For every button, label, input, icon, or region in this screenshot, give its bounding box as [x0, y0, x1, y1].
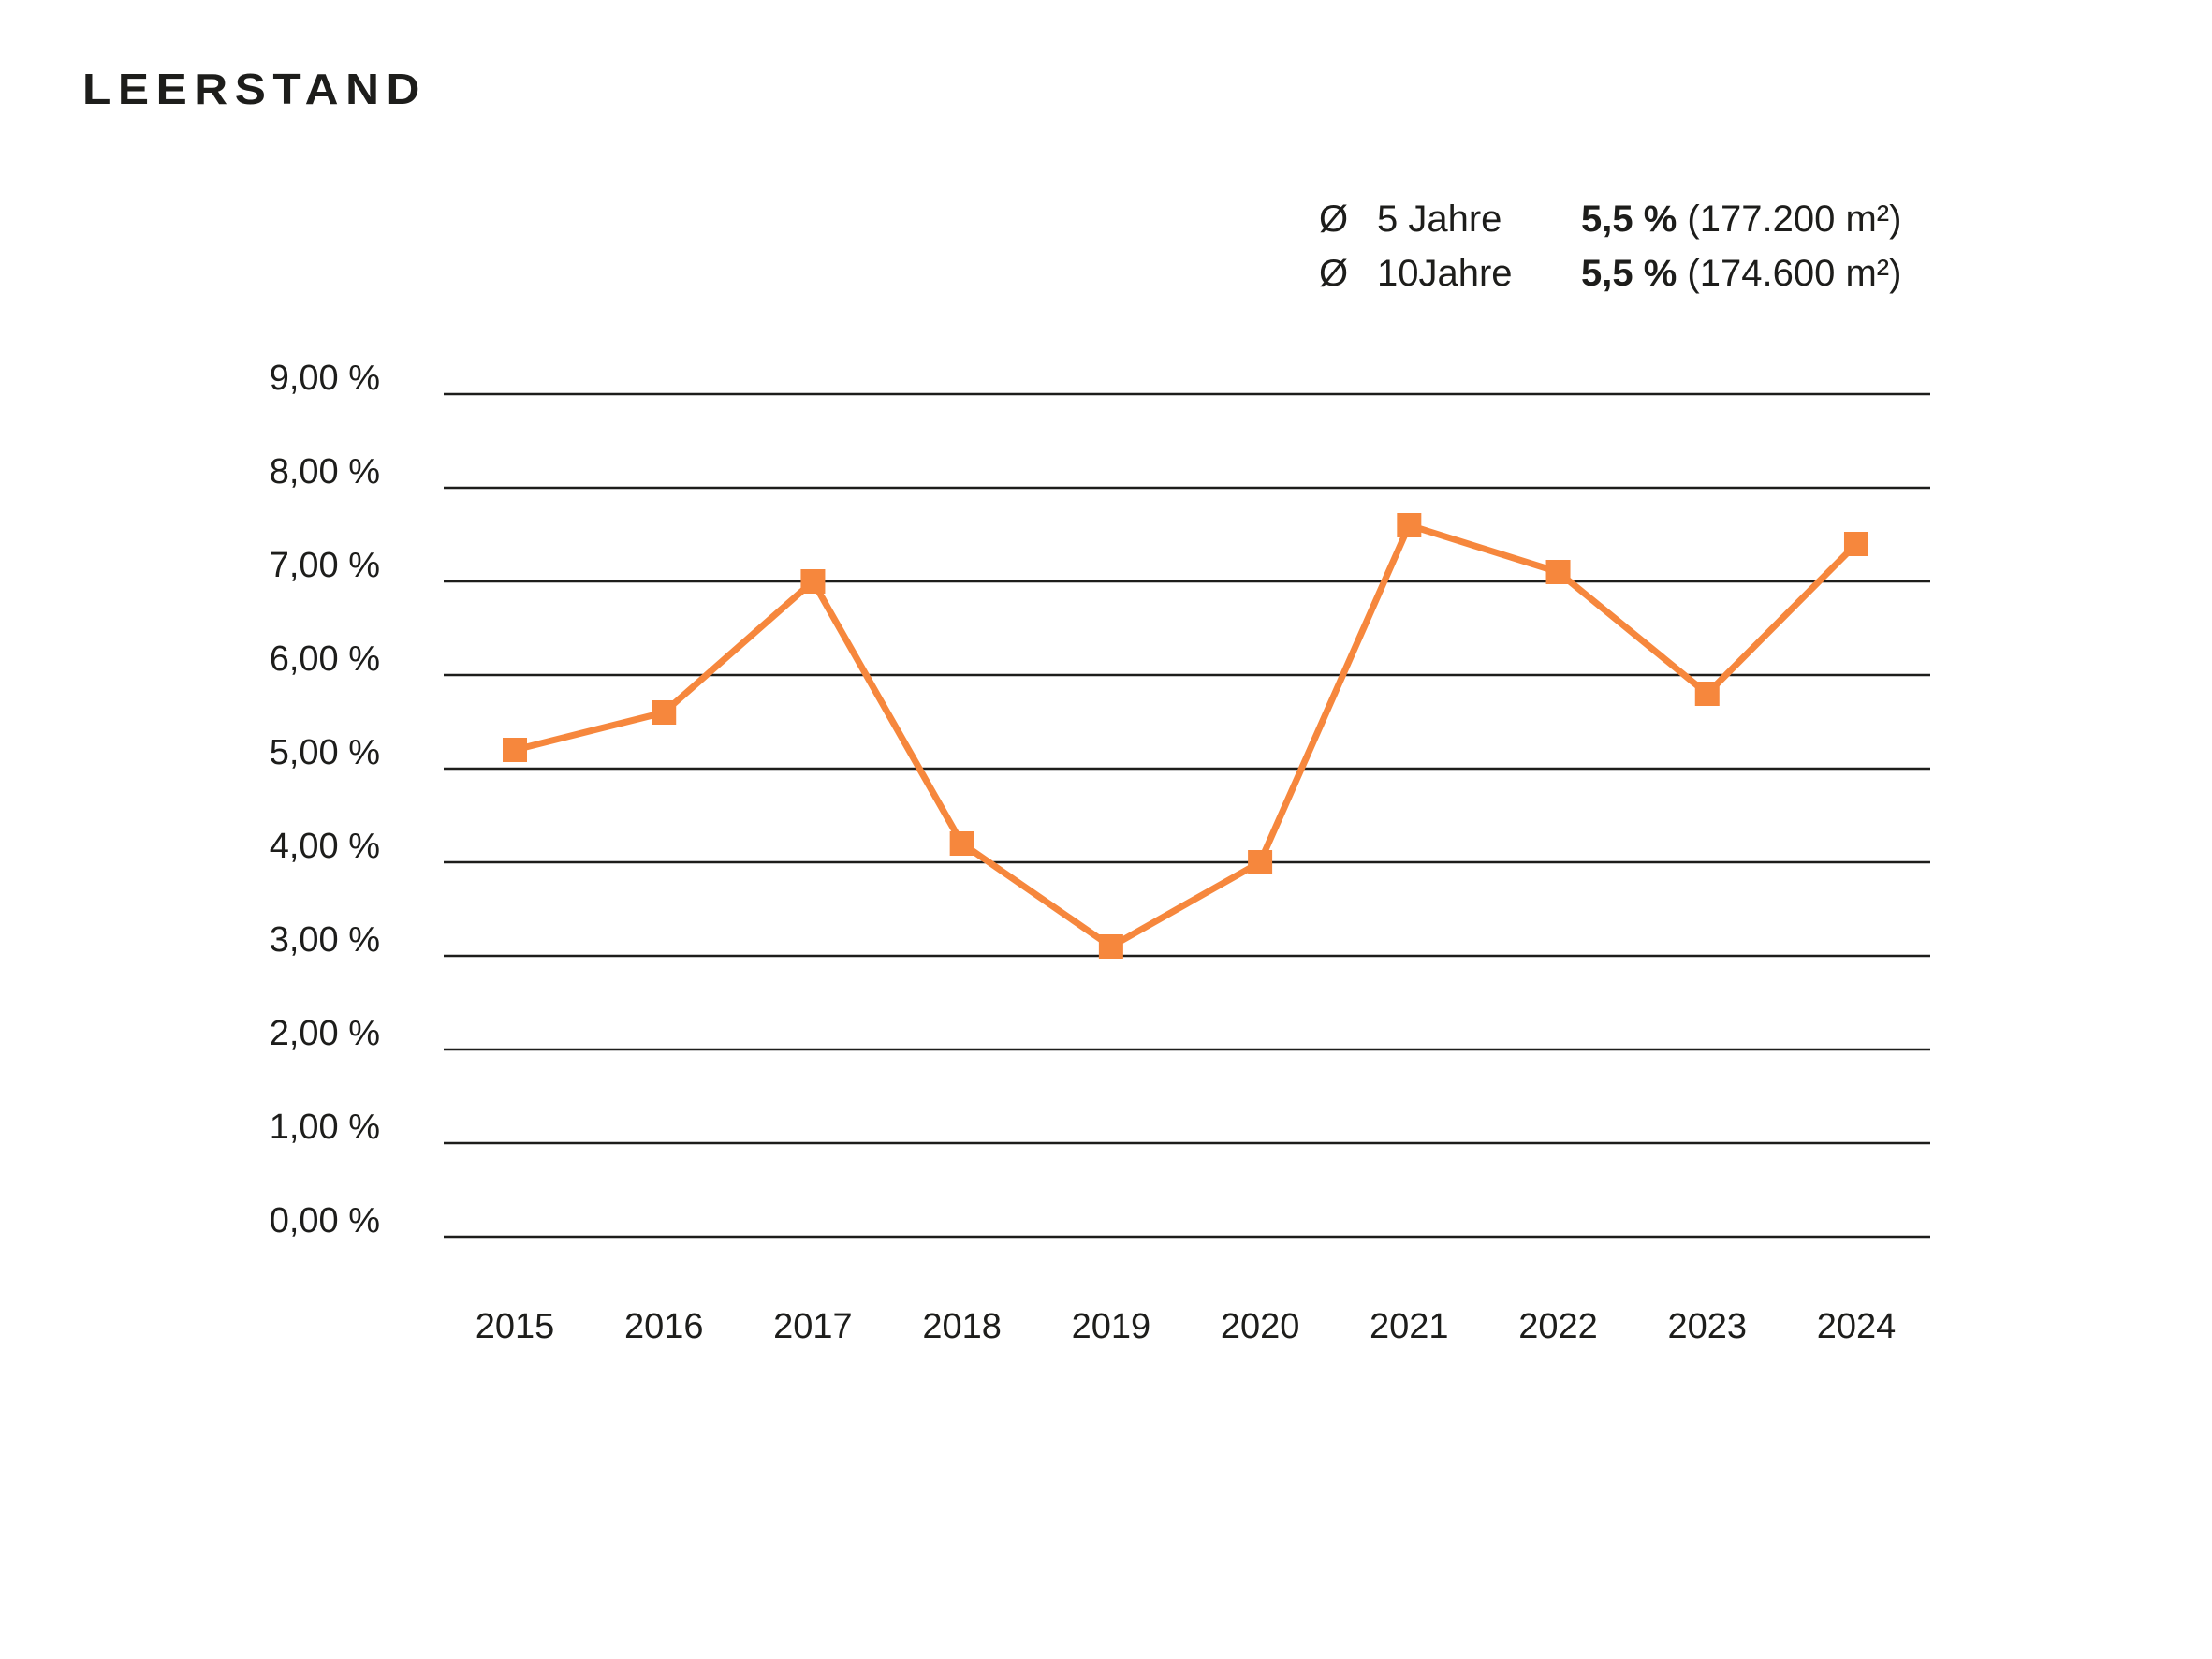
average-symbol: Ø [1319, 198, 1349, 240]
legend-average-value: 5,5 % [1581, 198, 1677, 240]
legend-row-10-years: Ø 10Jahre 5,5 % (174.600 m²) [1319, 246, 1901, 301]
x-axis-tick-label: 2018 [922, 1307, 1002, 1346]
data-point-marker-2015 [503, 738, 527, 762]
legend-value-group: 5,5 % (174.600 m²) [1581, 246, 1901, 301]
y-axis-tick-label: 4,00 % [269, 827, 380, 866]
data-point-marker-2022 [1545, 560, 1571, 584]
y-axis-tick-label: 8,00 % [269, 452, 380, 492]
y-axis-tick-label: 5,00 % [269, 733, 380, 772]
average-symbol: Ø [1319, 253, 1349, 294]
legend-value-group: 5,5 % (177.200 m²) [1581, 192, 1901, 246]
legend-period-label: 5 Jahre [1377, 198, 1502, 240]
x-axis-tick-label: 2020 [1220, 1307, 1300, 1346]
legend-average-value: 5,5 % [1581, 253, 1677, 294]
x-axis-tick-label: 2019 [1071, 1307, 1151, 1346]
data-point-marker-2024 [1843, 532, 1868, 556]
x-axis-tick-label: 2024 [1816, 1307, 1897, 1346]
page-title: LEERSTAND [82, 65, 427, 113]
legend-area-value: (174.600 m²) [1687, 253, 1902, 294]
data-point-marker-2017 [800, 569, 826, 594]
data-point-marker-2021 [1397, 513, 1422, 537]
legend-row-5-years: Ø 5 Jahre 5,5 % (177.200 m²) [1319, 192, 1901, 246]
data-point-marker-2019 [1098, 934, 1123, 959]
data-line [514, 521, 1859, 951]
y-axis-tick-label: 1,00 % [269, 1108, 380, 1147]
x-axis-tick-label: 2016 [623, 1307, 704, 1346]
x-axis-tick-label: 2023 [1667, 1307, 1748, 1346]
chart-legend: Ø 5 Jahre 5,5 % (177.200 m²) Ø 10Jahre 5… [1319, 192, 1901, 301]
data-point-marker-2023 [1694, 682, 1720, 706]
y-axis-tick-label: 9,00 % [269, 359, 380, 398]
y-axis-tick-label: 3,00 % [269, 920, 380, 960]
x-axis-tick-label: 2021 [1370, 1307, 1449, 1346]
y-axis-tick-label: 0,00 % [269, 1201, 380, 1241]
x-axis-tick-label: 2017 [773, 1307, 853, 1346]
x-axis-tick-label: 2015 [475, 1307, 555, 1346]
y-axis-tick-label: 7,00 % [269, 546, 380, 585]
y-axis-tick-label: 2,00 % [269, 1014, 380, 1053]
data-point-marker-2020 [1248, 850, 1273, 874]
data-point-marker-2016 [652, 700, 677, 725]
x-axis-tick-label: 2022 [1518, 1307, 1598, 1346]
legend-area-value: (177.200 m²) [1687, 198, 1902, 240]
data-point-marker-2018 [949, 831, 974, 856]
legend-period-label: 10Jahre [1377, 253, 1513, 294]
y-axis-tick-label: 6,00 % [269, 639, 380, 679]
